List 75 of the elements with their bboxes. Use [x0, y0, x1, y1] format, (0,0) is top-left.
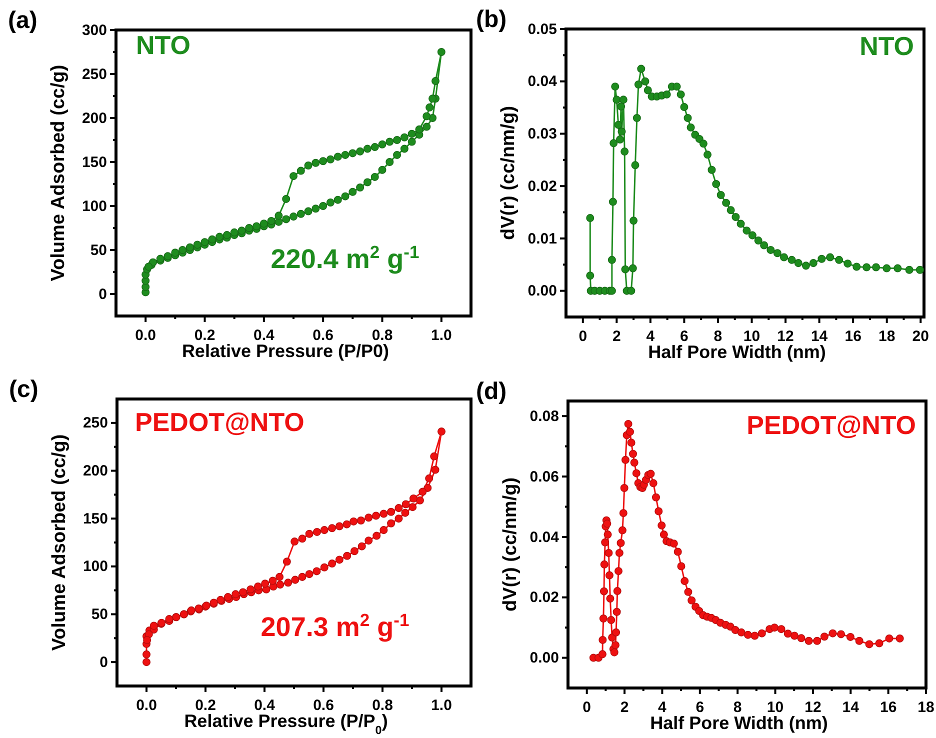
y-tick-label: 200: [82, 462, 108, 480]
x-tick-label: 2: [620, 699, 629, 716]
y-tick-label: 0.03: [528, 126, 557, 143]
annotation: NTO: [136, 30, 190, 60]
x-tick-label: 0.4: [254, 697, 276, 714]
y-tick-label: 150: [82, 154, 107, 171]
x-tick-label: 0.6: [312, 327, 334, 344]
x-axis-title: Half Pore Width (nm): [648, 342, 826, 362]
y-axis-title: dV(r) (cc/nm/g): [500, 477, 521, 612]
x-tick-label: 4: [658, 699, 668, 716]
y-tick-label: 0.06: [530, 468, 559, 486]
text: (c): [9, 376, 38, 403]
x-tick-label: 0.6: [313, 697, 334, 714]
x-tick-label: 0.8: [372, 697, 393, 714]
y-tick-label: 0.00: [528, 282, 557, 300]
x-tick-label: 0.4: [253, 327, 275, 344]
annotation: PEDOT@NTO: [135, 407, 304, 437]
x-tick-label: 4: [646, 328, 656, 345]
x-axis-title: Half Pore Width (nm): [650, 713, 828, 733]
x-tick-label: 0: [578, 328, 588, 345]
x-tick-label: 12: [804, 699, 822, 716]
x-tick-label: 14: [810, 328, 828, 345]
annotation: NTO: [860, 31, 914, 61]
y-tick-label: 250: [82, 414, 108, 432]
y-tick-label: 150: [82, 510, 108, 528]
y-tick-label: 0.08: [530, 408, 559, 425]
x-tick-label: 12: [777, 328, 794, 345]
x-tick-label: 16: [880, 699, 897, 716]
y-tick-label: 200: [82, 110, 107, 127]
y-tick-label: 0: [100, 654, 108, 671]
y-tick-label: 0: [98, 286, 107, 303]
y-tick-label: 100: [82, 558, 108, 576]
y-tick-label: 250: [82, 66, 107, 83]
y-tick-label: 0.02: [528, 178, 557, 195]
annotation: 220.4 m$^{2}$ g$^{-1}$: [270, 242, 420, 274]
x-tick-label: 0: [582, 699, 592, 716]
x-tick-label: 2: [612, 328, 621, 345]
y-tick-label: 300: [82, 22, 107, 39]
x-tick-label: 20: [912, 328, 929, 345]
x-tick-label: 0.0: [136, 697, 157, 714]
x-tick-label: 0.8: [372, 327, 393, 344]
y-tick-label: 100: [82, 198, 107, 215]
text: (b): [476, 6, 507, 33]
y-tick-label: 0.00: [530, 650, 559, 667]
y-axis-title: Volume Adsorbed (cc/g): [49, 434, 70, 651]
x-tick-label: 6: [680, 328, 688, 345]
y-tick-label: 50: [91, 606, 108, 624]
x-tick-label: 1.0: [430, 327, 452, 344]
y-tick-label: 0.04: [530, 528, 560, 546]
x-tick-label: 0.2: [195, 697, 216, 714]
y-tick-label: 50: [90, 242, 107, 259]
y-axis-title: dV(r) (cc/nm/g): [498, 106, 519, 240]
x-tick-label: 8: [714, 328, 722, 345]
y-axis-title: Volume Adsorbed (cc/g): [48, 64, 69, 282]
x-tick-label: 16: [844, 328, 862, 345]
y-tick-label: 0.05: [528, 20, 557, 38]
text: (a): [8, 7, 38, 34]
x-tick-label: 8: [733, 699, 742, 716]
x-tick-label: 10: [766, 699, 784, 716]
y-tick-label: 0.02: [530, 589, 559, 606]
annotation: PEDOT@NTO: [746, 410, 916, 440]
text: (d): [476, 378, 507, 405]
x-axis-title: Relative Pressure (P/P0): [182, 341, 390, 361]
x-tick-label: 14: [842, 699, 860, 716]
annotation: 207.3 m$^{2}$ g$^{-1}$: [260, 610, 410, 642]
x-tick-label: 10: [743, 328, 760, 345]
x-tick-label: 18: [918, 699, 934, 716]
x-tick-label: 0.0: [135, 327, 156, 344]
x-tick-label: 1.0: [431, 697, 452, 714]
x-tick-label: 6: [696, 699, 704, 716]
x-tick-label: 18: [878, 328, 896, 345]
x-axis-title: Relative Pressure (P/P$_{0}$): [184, 711, 388, 736]
x-tick-label: 0.2: [194, 327, 216, 344]
y-tick-label: 0.04: [528, 73, 558, 90]
y-tick-label: 0.01: [528, 230, 557, 248]
